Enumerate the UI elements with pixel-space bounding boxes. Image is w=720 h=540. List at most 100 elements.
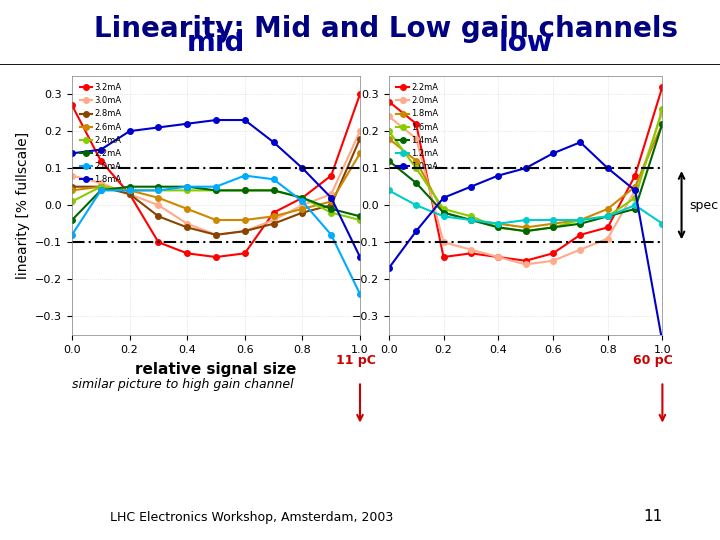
1.4mA xyxy=(631,206,639,212)
1.8mA xyxy=(549,220,557,227)
Line: 1.2mA: 1.2mA xyxy=(386,187,665,226)
3.2mA xyxy=(183,250,192,256)
2.0mA xyxy=(439,239,448,246)
1.4mA xyxy=(467,217,475,223)
2.8mA xyxy=(96,184,105,190)
Text: similar picture to high gain channel: similar picture to high gain channel xyxy=(72,378,294,391)
1.2mA xyxy=(603,213,612,220)
1.8mA xyxy=(467,217,475,223)
2.0mA xyxy=(603,235,612,242)
1.8mA xyxy=(68,150,76,157)
1.4mA xyxy=(384,158,393,164)
2.8mA xyxy=(356,136,364,142)
2.0mA xyxy=(327,232,336,238)
3.0mA xyxy=(125,191,134,197)
2.2mA xyxy=(631,172,639,179)
3.2mA xyxy=(68,102,76,109)
2.6mA xyxy=(125,187,134,194)
2.2mA xyxy=(269,187,278,194)
Text: relative signal size: relative signal size xyxy=(135,362,297,377)
1.4mA xyxy=(576,220,585,227)
Text: 11 pC: 11 pC xyxy=(336,354,377,367)
2.4mA xyxy=(183,187,192,194)
2.4mA xyxy=(154,187,163,194)
2.4mA xyxy=(269,187,278,194)
Text: mid: mid xyxy=(186,30,246,57)
2.2mA xyxy=(96,187,105,194)
2.2mA xyxy=(125,184,134,190)
Text: low: low xyxy=(498,30,553,57)
2.2mA xyxy=(412,120,420,127)
1.8mA xyxy=(631,184,639,190)
3.0mA xyxy=(240,228,249,234)
1.6mA xyxy=(658,106,667,112)
1.2mA xyxy=(658,220,667,227)
3.2mA xyxy=(356,91,364,97)
2.4mA xyxy=(68,198,76,205)
Line: 3.0mA: 3.0mA xyxy=(69,129,363,238)
2.0mA xyxy=(384,113,393,119)
Line: 2.4mA: 2.4mA xyxy=(69,184,363,223)
2.0mA xyxy=(154,187,163,194)
1.2mA xyxy=(576,217,585,223)
1.6mA xyxy=(631,194,639,201)
1.2mA xyxy=(439,213,448,220)
1.8mA xyxy=(96,146,105,153)
1.8mA xyxy=(240,117,249,123)
Text: spec: spec xyxy=(690,199,719,212)
Text: 11: 11 xyxy=(643,509,662,524)
Line: 2.6mA: 2.6mA xyxy=(69,151,363,223)
Line: 1.6mA: 1.6mA xyxy=(386,106,665,234)
2.0mA xyxy=(521,261,530,268)
1.6mA xyxy=(521,228,530,234)
3.0mA xyxy=(68,172,76,179)
3.0mA xyxy=(269,217,278,223)
1.2mA xyxy=(631,202,639,208)
1.0mA xyxy=(658,339,667,346)
2.0mA xyxy=(658,110,667,116)
2.2mA xyxy=(68,217,76,223)
1.8mA xyxy=(298,165,307,171)
Line: 2.2mA: 2.2mA xyxy=(386,84,665,264)
2.0mA xyxy=(68,232,76,238)
2.8mA xyxy=(183,224,192,231)
Line: 1.4mA: 1.4mA xyxy=(386,121,665,234)
2.6mA xyxy=(68,187,76,194)
2.2mA xyxy=(576,232,585,238)
Line: 1.8mA: 1.8mA xyxy=(386,121,665,230)
2.2mA xyxy=(658,84,667,90)
3.2mA xyxy=(327,172,336,179)
2.6mA xyxy=(212,217,220,223)
2.2mA xyxy=(521,258,530,264)
2.0mA xyxy=(549,258,557,264)
1.0mA xyxy=(494,172,503,179)
3.2mA xyxy=(154,239,163,246)
1.8mA xyxy=(603,206,612,212)
Y-axis label: linearity [% fullscale]: linearity [% fullscale] xyxy=(16,132,30,279)
3.2mA xyxy=(212,254,220,260)
2.8mA xyxy=(269,220,278,227)
2.6mA xyxy=(356,150,364,157)
2.6mA xyxy=(240,217,249,223)
Line: 3.2mA: 3.2mA xyxy=(69,91,363,260)
2.2mA xyxy=(298,194,307,201)
3.0mA xyxy=(183,220,192,227)
1.8mA xyxy=(576,217,585,223)
2.0mA xyxy=(240,172,249,179)
2.2mA xyxy=(494,254,503,260)
Line: 2.0mA: 2.0mA xyxy=(69,173,363,297)
1.8mA xyxy=(125,128,134,134)
1.0mA xyxy=(439,194,448,201)
2.8mA xyxy=(154,213,163,220)
2.2mA xyxy=(212,187,220,194)
2.0mA xyxy=(356,291,364,298)
2.0mA xyxy=(412,136,420,142)
1.6mA xyxy=(384,128,393,134)
2.2mA xyxy=(549,250,557,256)
2.2mA xyxy=(356,213,364,220)
2.4mA xyxy=(212,187,220,194)
1.4mA xyxy=(494,224,503,231)
1.0mA xyxy=(603,165,612,171)
2.2mA xyxy=(327,206,336,212)
3.0mA xyxy=(154,202,163,208)
